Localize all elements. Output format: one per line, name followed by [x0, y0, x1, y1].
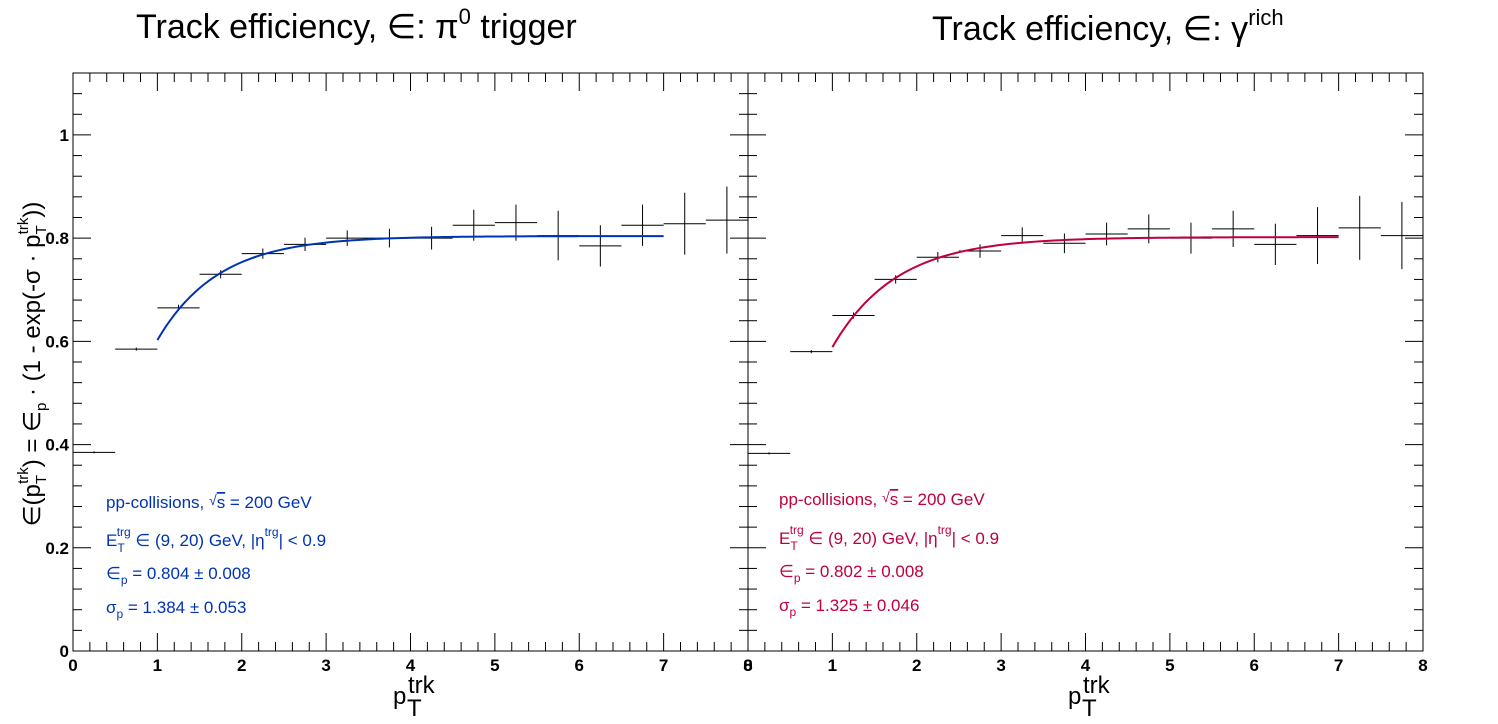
data-point: [663, 192, 706, 255]
svg-text:p: p: [393, 683, 406, 710]
y-tick-label: 0.6: [45, 332, 69, 351]
data-point: [579, 225, 622, 267]
x-tick-label: 8: [743, 656, 752, 675]
right-panel: 0 1 2 3 4 5 6 7 8: [743, 72, 1428, 675]
left-panel-title: Track efficiency, ∈: π0 trigger: [136, 4, 577, 46]
left-annot-sigma: σp = 1.384 ± 0.053: [106, 598, 246, 621]
left-panel: 0 1 2 3 4 5 6 7 800.20.40.60.81: [45, 72, 753, 675]
svg-text:trk: trk: [408, 672, 436, 699]
x-tick-label: 3: [321, 656, 330, 675]
data-point: [705, 186, 748, 254]
svg-text:∈(pTtrk) = ∈p · (1 - exp(-σ ·: ∈(pTtrk) = ∈p · (1 - exp(-σ · pTtrk)): [15, 202, 50, 527]
right-annot-trigger: ETtrg ∈ (9, 20) GeV, |ηtrg| < 0.9: [779, 523, 999, 553]
data-point: [1001, 227, 1044, 244]
data-point: [494, 204, 538, 241]
svg-text:T: T: [1082, 695, 1097, 722]
right-annotations: pp-collisions, √s = 200 GeV ETtrg ∈ (9, …: [779, 489, 999, 619]
data-point: [790, 350, 833, 354]
x-tick-label: 2: [237, 656, 246, 675]
y-tick-label: 0.2: [45, 539, 69, 558]
right-annot-sigma: σp = 1.325 ± 0.046: [779, 596, 919, 619]
x-tick-label: 1: [153, 656, 162, 675]
y-tick-label: 0: [60, 642, 69, 661]
data-point: [1212, 210, 1255, 247]
svg-text:p: p: [1068, 683, 1081, 710]
data-point: [1085, 222, 1128, 246]
right-x-axis-label: p trk T: [1068, 672, 1111, 722]
data-point: [1296, 207, 1339, 264]
data-point: [621, 204, 664, 246]
data-point: [874, 275, 917, 284]
x-tick-label: 5: [1165, 656, 1174, 675]
y-axis-label: ∈(pTtrk) = ∈p · (1 - exp(-σ · pTtrk)): [15, 202, 50, 527]
left-annot-trigger: ETtrg ∈ (9, 20) GeV, |ηtrg| < 0.9: [106, 525, 326, 555]
data-point: [73, 451, 116, 454]
data-point: [1380, 202, 1423, 270]
x-tick-label: 4: [406, 656, 416, 675]
left-annot-collisions: pp-collisions, √s = 200 GeV: [106, 492, 312, 512]
x-tick-label: 7: [659, 656, 668, 675]
x-tick-label: 5: [490, 656, 499, 675]
fit-curve: [831, 236, 1339, 348]
y-tick-label: 0.4: [45, 436, 69, 455]
x-tick-label: 1: [828, 656, 837, 675]
x-tick-label: 4: [1081, 656, 1091, 675]
x-tick-label: 7: [1334, 656, 1343, 675]
fit-curve: [156, 235, 664, 341]
data-point: [1254, 223, 1297, 265]
data-point: [748, 452, 791, 455]
x-tick-label: 8: [1418, 656, 1427, 675]
svg-text:trk: trk: [1083, 672, 1111, 699]
right-annot-collisions: pp-collisions, √s = 200 GeV: [779, 489, 985, 509]
data-point: [199, 270, 242, 279]
data-point: [1338, 195, 1381, 260]
left-annot-epsilon: ∈p = 0.804 ± 0.008: [106, 564, 251, 587]
x-tick-label: 0: [743, 656, 752, 675]
data-point: [115, 347, 158, 351]
svg-text:T: T: [407, 695, 422, 722]
data-point: [1043, 233, 1086, 254]
x-tick-label: 6: [575, 656, 584, 675]
x-tick-label: 3: [996, 656, 1005, 675]
left-x-axis-label: p trk T: [393, 672, 436, 722]
right-panel-title: Track efficiency, ∈: γrich: [932, 5, 1284, 48]
left-annotations: pp-collisions, √s = 200 GeV ETtrg ∈ (9, …: [106, 492, 326, 621]
y-tick-label: 0.8: [45, 229, 69, 248]
x-tick-label: 0: [68, 656, 77, 675]
x-tick-label: 2: [912, 656, 921, 675]
y-tick-label: 1: [60, 126, 69, 145]
data-point: [452, 209, 495, 241]
data-point: [326, 230, 369, 246]
right-annot-epsilon: ∈p = 0.802 ± 0.008: [779, 562, 924, 585]
x-tick-label: 6: [1250, 656, 1259, 675]
